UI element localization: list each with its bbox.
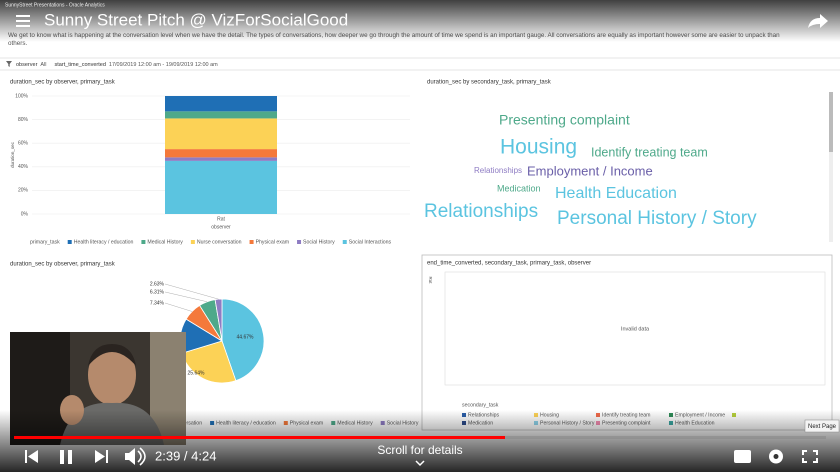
progress-played[interactable] <box>14 436 505 439</box>
message: Invalid data <box>621 326 650 332</box>
volume-button[interactable] <box>125 448 135 465</box>
settings-hole <box>773 454 779 459</box>
x-axis-label: observer <box>211 224 231 230</box>
pie-label: 25.64% <box>188 370 206 376</box>
tooltip-bg <box>804 419 840 433</box>
legend-label: Nurse conversation <box>197 239 242 245</box>
legend-label: Medical History <box>147 239 183 245</box>
next-button[interactable] <box>95 450 108 463</box>
volume-waves <box>137 447 146 466</box>
scroll-chevron[interactable] <box>415 460 425 467</box>
top-overlay <box>0 0 840 42</box>
y-tick-label: 40% <box>18 164 29 170</box>
legend-title: primary_task <box>30 239 60 245</box>
pie-slice <box>221 298 265 382</box>
panel-title: end_time_converted, secondary_task, prim… <box>427 261 591 267</box>
panel-title: duration_sec by secondary_task, primary_… <box>427 80 552 86</box>
pie-label: 2.63% <box>150 281 165 287</box>
cloud-word: Relationships <box>424 201 538 222</box>
filter-name: observer <box>16 62 38 68</box>
filter-value: 17/09/2019 12:00 am - 19/09/2019 12:00 a… <box>109 62 218 68</box>
leader-line <box>164 283 219 300</box>
row-label: Rat <box>428 276 433 284</box>
pause-button[interactable] <box>60 450 72 464</box>
y-tick-label: 0% <box>21 211 29 217</box>
panel-title: duration_sec by observer, primary_task <box>10 262 116 268</box>
legend-label: Health literacy / education <box>74 239 134 245</box>
x-tick-label: Rat <box>217 216 225 222</box>
video-title: Sunny Street Pitch @ VizForSocialGood <box>44 10 348 29</box>
scroll-hint[interactable]: Scroll for details <box>377 443 462 457</box>
legend-swatch <box>141 240 146 244</box>
y-tick-label: 80% <box>18 117 29 123</box>
y-axis-label: duration_sec <box>10 141 15 168</box>
bar-segment <box>165 160 277 214</box>
legend-swatch <box>190 240 195 244</box>
person-hair <box>88 344 136 366</box>
leader-line <box>164 291 208 302</box>
bar-segment <box>165 149 277 158</box>
legend-label: Physical exam <box>256 239 289 245</box>
filter-icon[interactable] <box>6 61 12 67</box>
legend-label: Social Interactions <box>349 239 392 245</box>
browser-tab: SunnyStreet Presentations - Oracle Analy… <box>5 2 105 8</box>
cloud-word: Housing <box>500 136 577 159</box>
y-tick-label: 20% <box>18 188 29 194</box>
time-display: 2:39 / 4:24 <box>155 448 216 463</box>
bar-segment <box>165 157 277 161</box>
cloud-word: Relationships <box>474 166 522 175</box>
person-face <box>88 345 136 405</box>
bar-segment <box>165 111 277 119</box>
legend-swatch <box>249 240 254 244</box>
cc-button[interactable] <box>734 450 751 463</box>
bottom-overlay <box>0 410 840 472</box>
legend-swatch <box>297 240 302 244</box>
legend-label: Social History <box>303 239 335 245</box>
cloud-word: Employment / Income <box>527 163 653 178</box>
cloud-word: Identify treating team <box>591 145 708 159</box>
menu-icon[interactable] <box>16 15 30 27</box>
filter-value: All <box>40 62 46 68</box>
scrollbar <box>829 92 833 242</box>
scroll-thumb <box>829 92 833 152</box>
cloud-word: Personal History / Story <box>557 208 757 229</box>
leader-line <box>164 302 193 312</box>
tooltip: Next Page <box>808 424 837 430</box>
bar-segment <box>165 96 277 112</box>
filter-name: start_time_converted <box>55 62 106 68</box>
y-tick-label: 60% <box>18 141 29 147</box>
cloud-word: Presenting complaint <box>499 112 630 128</box>
y-tick-label: 100% <box>15 93 28 99</box>
legend-swatch <box>67 240 72 244</box>
pie-label: 6.31% <box>150 289 165 295</box>
panel-title: duration_sec by observer, primary_task <box>10 80 116 86</box>
legend-title: secondary_task <box>462 402 499 408</box>
fullscreen-button[interactable] <box>802 450 818 463</box>
plot-frame <box>444 271 826 386</box>
cloud-word: Medication <box>497 183 541 193</box>
bar-segment <box>165 118 277 150</box>
legend-swatch <box>342 240 347 244</box>
share-icon[interactable] <box>808 14 828 28</box>
prev-button[interactable] <box>25 450 38 463</box>
pie-label: 7.34% <box>150 300 165 306</box>
pie-label: 44.67% <box>237 334 255 340</box>
cloud-word: Health Education <box>555 185 677 202</box>
